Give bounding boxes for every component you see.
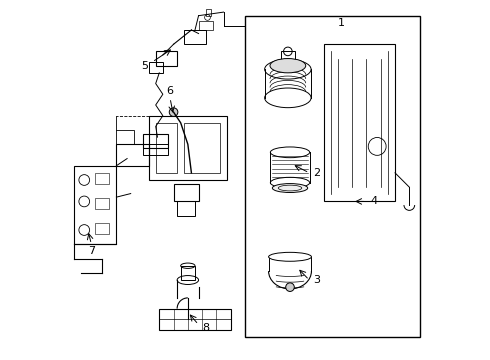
Text: 2: 2 [313, 168, 320, 178]
Bar [95, 198, 109, 208]
Ellipse shape [269, 252, 312, 261]
Bar [143, 134, 168, 148]
Bar [148, 62, 163, 73]
Text: 5: 5 [142, 61, 148, 71]
Bar [156, 123, 177, 173]
Bar [156, 51, 177, 66]
Text: 7: 7 [88, 247, 95, 256]
Text: 1: 1 [338, 18, 345, 28]
Bar [184, 30, 206, 44]
Bar [184, 123, 220, 173]
Text: 8: 8 [202, 323, 209, 333]
Bar [323, 44, 395, 202]
Bar [95, 223, 109, 234]
Text: 3: 3 [313, 275, 320, 285]
Bar [245, 16, 420, 337]
Bar [198, 21, 213, 30]
Bar [143, 144, 168, 155]
Circle shape [286, 283, 294, 292]
Bar [95, 173, 109, 184]
Bar [148, 116, 227, 180]
Bar [74, 166, 117, 244]
Bar [281, 51, 295, 60]
Ellipse shape [272, 184, 308, 193]
Bar [117, 144, 148, 166]
Bar [181, 266, 195, 280]
Text: 4: 4 [370, 197, 377, 206]
Bar [159, 309, 231, 330]
Bar [173, 184, 198, 202]
Bar [177, 202, 195, 216]
Ellipse shape [270, 59, 306, 73]
Circle shape [169, 108, 178, 116]
Bar [206, 9, 211, 16]
Text: 6: 6 [167, 86, 173, 96]
Bar [117, 130, 134, 144]
